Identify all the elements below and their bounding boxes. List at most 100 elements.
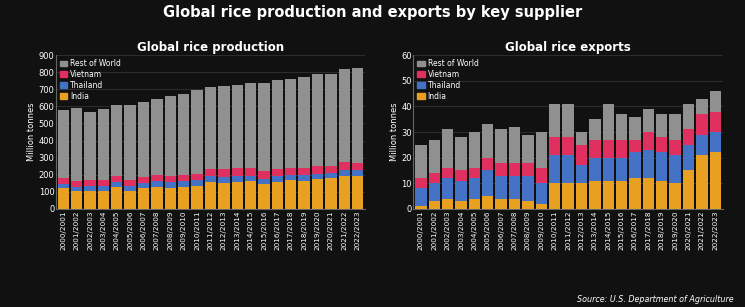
Bar [205,176,216,182]
Y-axis label: Million tonnes: Million tonnes [390,103,399,161]
Bar [57,184,69,188]
Bar [562,104,574,137]
Bar [522,134,533,163]
Bar [299,175,310,181]
Bar [312,179,323,209]
Bar [111,105,122,176]
Bar [326,166,337,173]
Bar [57,110,69,178]
Bar [630,178,641,209]
Bar [495,199,507,209]
Bar [469,199,480,209]
Bar [455,201,466,209]
Bar [71,187,82,191]
Bar [205,87,216,169]
Bar [232,182,243,209]
Bar [643,109,654,132]
Bar [312,74,323,166]
Bar [656,137,668,153]
Bar [415,178,427,188]
Bar [111,176,122,182]
Bar [84,180,95,186]
Bar [312,174,323,179]
Bar [98,191,109,209]
Bar [656,181,668,209]
Bar [495,163,507,176]
Bar [683,170,694,209]
Bar [339,69,350,162]
Bar [589,119,600,140]
Bar [111,187,122,209]
Bar [124,105,136,180]
Bar [151,99,162,175]
Bar [165,176,176,182]
Bar [259,179,270,184]
Bar [178,94,189,175]
Bar [589,181,600,209]
Bar [178,187,189,209]
Bar [603,157,614,181]
Bar [670,140,681,155]
Bar [138,102,149,177]
Bar [697,155,708,209]
Bar [630,153,641,178]
Bar [191,90,203,174]
Bar [326,178,337,209]
Bar [272,80,283,169]
Bar [562,183,574,209]
Bar [709,153,721,209]
Bar [549,183,560,209]
Bar [428,201,440,209]
Bar [299,181,310,209]
Bar [683,145,694,170]
Bar [576,165,587,183]
Bar [656,153,668,181]
Bar [683,104,694,130]
Bar [697,134,708,155]
Bar [272,176,283,182]
Title: Global rice exports: Global rice exports [505,41,631,54]
Bar [98,181,109,186]
Bar [536,132,547,168]
Bar [616,114,627,140]
Bar [455,181,466,201]
Bar [522,163,533,176]
Bar [138,183,149,188]
Bar [428,183,440,201]
Bar [165,188,176,209]
Bar [205,169,216,176]
Bar [84,186,95,191]
Bar [670,114,681,140]
Bar [71,108,82,181]
Bar [245,181,256,209]
Bar [589,157,600,181]
Bar [455,137,466,170]
Bar [57,178,69,184]
Bar [509,199,520,209]
Bar [124,180,136,186]
Bar [151,181,162,187]
Bar [151,187,162,209]
Bar [670,155,681,183]
Bar [643,178,654,209]
Bar [576,183,587,209]
Bar [428,173,440,183]
Legend: Rest of World, Vietnam, Thailand, India: Rest of World, Vietnam, Thailand, India [58,57,122,102]
Bar [469,168,480,178]
Bar [603,104,614,140]
Bar [495,176,507,199]
Bar [616,157,627,181]
Bar [272,182,283,209]
Bar [576,132,587,145]
Bar [259,84,270,171]
Bar [57,188,69,209]
Bar [549,137,560,155]
Bar [232,85,243,168]
Bar [415,145,427,178]
Bar [576,145,587,165]
Bar [509,176,520,199]
Bar [670,183,681,209]
Bar [326,173,337,178]
Bar [339,162,350,170]
Bar [643,150,654,178]
